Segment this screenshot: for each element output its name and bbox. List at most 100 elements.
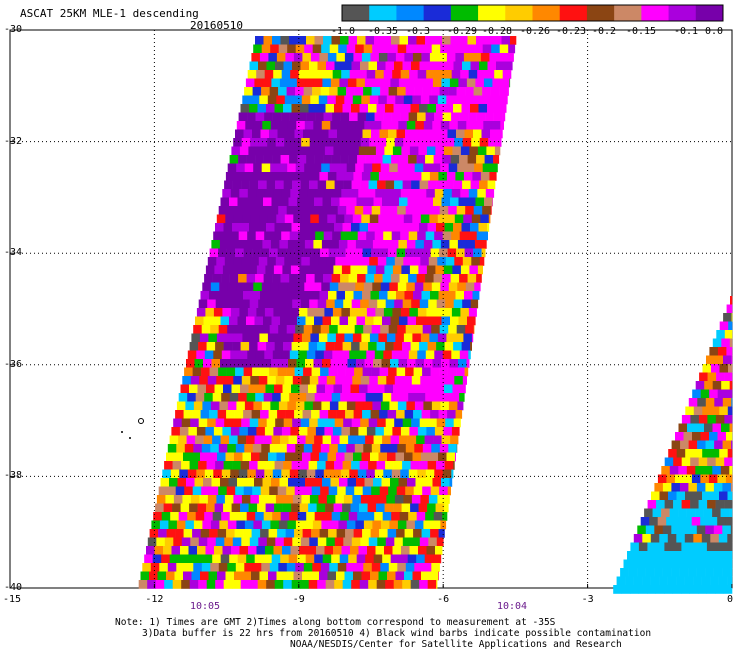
data-cell [400,189,410,198]
data-cell [442,350,452,360]
data-cell [320,325,330,334]
data-cell [343,376,353,385]
data-cell [454,214,464,224]
data-cell [407,197,417,207]
data-cell [223,223,233,232]
data-cell [731,440,733,450]
data-cell [255,155,264,164]
data-cell [229,316,238,326]
data-cell [439,444,449,453]
data-cell [197,503,207,513]
data-cell [284,95,294,105]
data-cell [284,333,294,343]
data-cell [239,146,249,156]
data-cell [206,384,215,394]
data-cell [241,138,251,147]
data-cell [462,180,471,190]
data-cell [231,546,240,555]
data-cell [164,580,173,589]
data-cell [249,61,259,71]
data-cell [438,172,448,181]
data-cell [224,376,234,385]
data-cell [320,129,329,139]
data-cell [257,384,266,394]
data-cell [304,240,314,249]
data-cell [283,537,293,547]
data-cell [279,478,289,487]
data-cell [330,478,340,487]
data-cell [380,401,390,411]
data-cell [190,376,200,385]
data-cell [289,469,299,479]
data-cell [431,563,440,572]
data-cell [340,469,350,479]
data-cell [318,376,328,385]
data-cell [348,155,358,164]
data-cell [309,418,318,428]
data-cell [307,546,317,555]
data-cell [410,503,419,513]
data-cell [217,291,227,300]
data-cell [390,78,400,88]
data-cell [441,78,451,88]
data-cell [436,180,446,190]
data-cell [273,308,283,317]
data-cell [470,104,479,113]
data-cell [276,172,286,181]
data-cell [445,418,454,428]
data-cell [408,393,417,402]
data-cell [262,240,272,249]
data-cell [459,155,468,164]
data-cell [510,36,517,45]
data-cell [395,95,405,105]
data-cell [250,376,260,385]
data-cell [649,517,658,526]
data-cell [303,129,312,139]
data-cell [345,529,354,538]
data-cell [360,61,369,71]
data-cell [232,342,241,351]
data-cell [351,180,361,190]
data-cell [356,197,366,207]
data-cell [297,274,307,283]
data-cell [207,418,216,428]
data-cell [397,444,407,453]
data-cell [239,546,249,555]
data-cell [297,435,306,445]
data-cell [252,486,261,496]
data-cell [360,299,369,309]
data-cell [213,427,223,436]
data-cell [215,461,224,470]
data-cell [290,427,300,436]
note-line-2: 3)Data buffer is 22 hrs from 20160510 4)… [142,628,652,639]
data-cell [273,427,283,436]
data-cell [414,325,423,334]
data-cell [229,554,238,564]
data-cell [459,274,468,283]
data-cell [269,87,279,96]
data-cell [233,495,243,504]
data-cell [207,495,217,504]
data-cell [343,418,352,428]
data-cell [354,367,363,377]
data-cell [728,321,733,331]
data-cell [311,410,320,419]
data-cell [693,576,702,586]
data-cell [397,44,407,54]
data-cell [428,138,438,147]
data-cell [255,393,264,402]
data-cell [318,257,328,266]
data-cell [422,325,432,334]
data-cell [332,350,342,360]
data-cell [192,410,201,419]
data-cell [298,231,307,241]
data-cell [341,308,351,317]
data-cell [394,495,404,504]
data-cell [305,435,315,445]
data-cell [373,359,382,368]
data-cell [204,350,214,360]
data-cell [346,520,356,530]
data-cell [440,520,447,530]
data-cell [491,121,501,130]
data-cell [411,180,420,190]
